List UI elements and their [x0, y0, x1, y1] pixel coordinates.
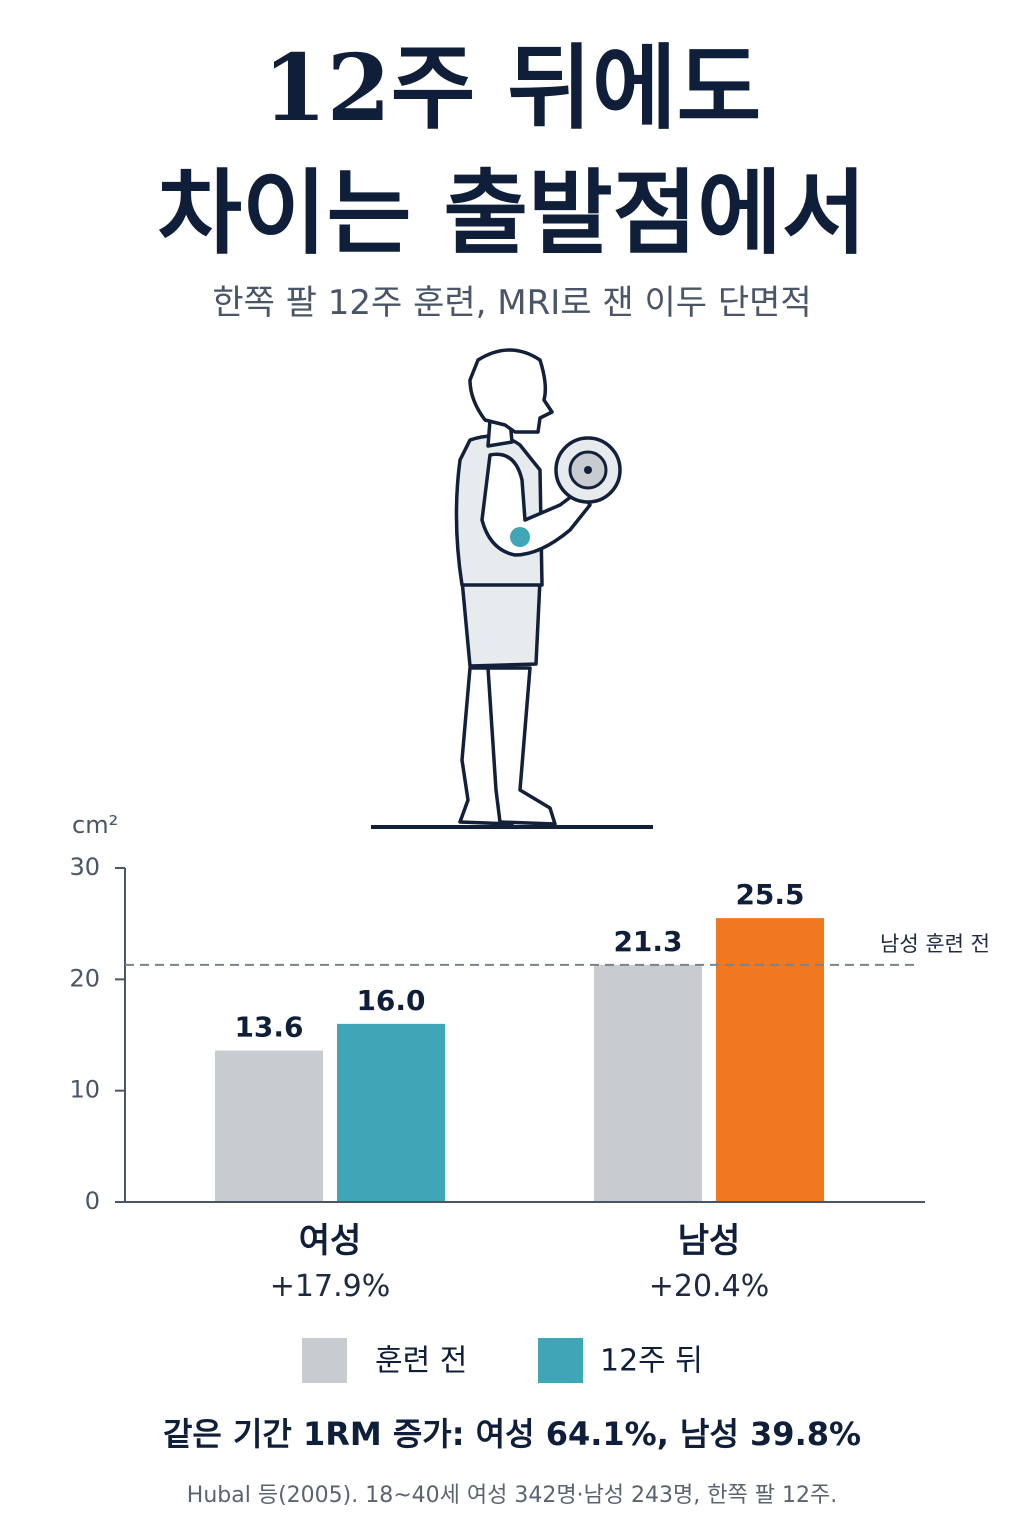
dumbbell-center [584, 466, 592, 474]
shorts [460, 578, 542, 668]
value-label: 25.5 [735, 878, 804, 911]
legend-swatch [538, 1338, 583, 1383]
arm [480, 452, 592, 557]
reference-label: 남성 훈련 전 [880, 932, 990, 956]
bicep-marker [510, 527, 530, 547]
y-tick-label: 30 [69, 853, 100, 881]
title-line: 12주 뒤에도 [263, 34, 762, 142]
source: Hubal 등(2005). 18~40세 여성 342명·남성 243명, 한… [187, 1483, 837, 1508]
category-note: +17.9% [270, 1269, 390, 1304]
head [468, 348, 554, 434]
y-tick-label: 0 [85, 1187, 100, 1215]
legend-swatch [302, 1338, 347, 1383]
category-label: 여성 [299, 1221, 362, 1261]
illustration [371, 348, 653, 829]
title-line: 차이는 출발점에서 [157, 159, 866, 267]
bar [337, 1023, 445, 1202]
legend-label: 훈련 전 [375, 1344, 467, 1379]
value-label: 16.0 [356, 984, 425, 1017]
legend-label: 12주 뒤 [600, 1344, 703, 1379]
bar [716, 918, 824, 1202]
footer-note: 같은 기간 1RM 증가: 여성 64.1%, 남성 39.8% [163, 1415, 861, 1453]
category-note: +20.4% [649, 1269, 769, 1304]
bar [215, 1050, 323, 1202]
value-label: 21.3 [613, 925, 682, 958]
value-label: 13.6 [234, 1011, 303, 1044]
y-unit: cm² [72, 811, 118, 839]
y-tick-label: 10 [69, 1076, 100, 1104]
y-tick-label: 20 [69, 964, 100, 992]
bar [594, 964, 702, 1202]
subtitle: 한쪽 팔 12주 훈련, MRI로 잰 이두 단면적 [212, 283, 811, 323]
category-label: 남성 [678, 1221, 741, 1261]
front-leg [486, 666, 557, 826]
